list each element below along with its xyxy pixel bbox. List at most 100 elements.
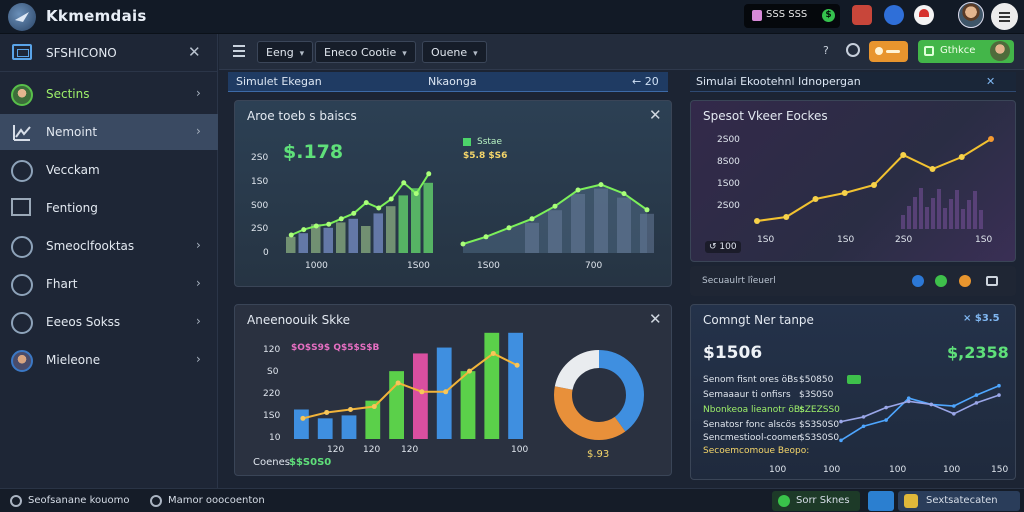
sidebar-item-7[interactable]: Eeeos Sokss ›: [0, 304, 218, 340]
close-icon[interactable]: ✕: [986, 75, 996, 88]
x-tick: 1S00: [477, 261, 500, 271]
x-tick: 120: [327, 445, 345, 455]
app-logo-icon[interactable]: [8, 3, 36, 31]
legend-text: $O$S9$ Q$5$S$B: [291, 343, 380, 353]
chart-bar: [931, 198, 935, 229]
chart-point: [906, 399, 911, 404]
chevron-down-icon: ▾: [299, 49, 305, 59]
status-green-button[interactable]: Sorr Sknes: [772, 491, 860, 511]
sidebar-item-5[interactable]: Smeoclfooktas ›: [0, 228, 218, 264]
wallet-icon: [752, 10, 762, 21]
chart-bar: [373, 213, 383, 253]
chart-point: [460, 241, 466, 247]
chart-bar: [979, 210, 983, 229]
balance-pill[interactable]: SSS SSS $: [744, 4, 840, 28]
chart-point: [861, 415, 866, 419]
chart-bar: [525, 222, 539, 253]
sidebar-item-4[interactable]: Fentiong: [0, 190, 218, 226]
row-label: Nbonkeoa lieanotr öBs: [703, 405, 805, 415]
chart-point: [997, 393, 1001, 397]
bar-line-chart-2: [294, 332, 523, 439]
sidebar-item-8[interactable]: Mieleone ›: [0, 342, 218, 378]
sidebar-item-3[interactable]: Vecckam: [0, 152, 218, 188]
stack-icon[interactable]: [233, 45, 245, 57]
square-icon: [11, 198, 31, 216]
big-green-value: $,2358: [947, 343, 1009, 362]
green-action-button[interactable]: Gthkce: [918, 40, 1014, 63]
help-icon[interactable]: ?: [823, 44, 829, 57]
share-icon[interactable]: [868, 491, 894, 511]
chevron-down-icon: ▾: [402, 49, 407, 59]
chevron-right-icon: ›: [196, 238, 201, 252]
sidebar-item-1[interactable]: Sectins ›: [0, 76, 218, 112]
row-value: $S3S0S0: [799, 420, 840, 430]
toolbar-button-3[interactable]: Ouene ▾: [422, 41, 487, 63]
chart-bar: [323, 227, 333, 253]
notification-icon[interactable]: [852, 5, 872, 25]
close-icon[interactable]: ✕: [649, 310, 662, 328]
close-icon[interactable]: ✕: [188, 43, 201, 61]
orange-dot-icon[interactable]: [959, 275, 971, 287]
toolbar: Eeng ▾ Eneco Cootie ▾ Ouene ▾ ? Gthkce: [219, 34, 1024, 70]
chart-point: [598, 182, 604, 188]
orange-action-button[interactable]: [869, 41, 908, 62]
gear-icon[interactable]: [846, 43, 860, 57]
avatar-icon: [990, 41, 1010, 61]
chart-point: [839, 419, 843, 424]
blue-dot-icon[interactable]: [912, 275, 924, 287]
info-icon: [150, 495, 162, 507]
cloud-icon: [11, 236, 33, 258]
y-tick: 1S0: [263, 411, 281, 421]
panel-title: Comngt Ner tanpe: [703, 313, 814, 327]
strip-title: Simulet Ekegan: [236, 75, 322, 88]
chart-point: [376, 205, 382, 211]
x-tick: 100: [943, 465, 961, 475]
chart-point: [988, 136, 994, 142]
user-avatar[interactable]: [958, 2, 984, 28]
chart-line-icon: [11, 122, 33, 144]
green-dot-icon[interactable]: [935, 275, 947, 287]
chart-bar: [925, 207, 929, 229]
x-tick: 1S00: [407, 261, 430, 271]
button-label-2: Cootie: [360, 46, 397, 59]
close-icon[interactable]: ✕: [649, 106, 662, 124]
chart-point: [395, 380, 401, 386]
y-tick: 2S0: [251, 224, 269, 234]
strip-right-label[interactable]: ← 20: [632, 75, 659, 88]
chart-point: [952, 412, 956, 416]
refresh-badge[interactable]: ↺ 100: [705, 241, 741, 253]
chart-bar: [317, 418, 333, 439]
window-icon[interactable]: [986, 276, 998, 286]
window-icon: [924, 46, 934, 56]
chart-point: [900, 152, 907, 158]
status-right-button[interactable]: Sextsatecaten: [898, 491, 1020, 511]
sidebar-item-2[interactable]: Nemoint ›: [0, 114, 218, 150]
blue-circle-icon[interactable]: [884, 5, 904, 25]
toolbar-button-2[interactable]: Eneco Cootie ▾: [315, 41, 416, 63]
top-bar: Kkmemdais SSS SSS $: [0, 0, 1024, 34]
menu-icon[interactable]: [991, 3, 1018, 30]
chevron-right-icon: ›: [196, 314, 201, 328]
chart-bar: [949, 199, 953, 229]
globe-icon: [11, 274, 33, 296]
status-green-label: Sorr Sknes: [796, 495, 850, 506]
y-tick: 1S0: [251, 177, 269, 187]
green-dot-icon: [778, 495, 790, 507]
legend-swatch: [463, 138, 471, 146]
chart-bar: [594, 188, 608, 253]
chart-point: [419, 389, 425, 395]
button-label: Eeng: [266, 46, 294, 59]
chart-point: [288, 232, 294, 238]
chart-point: [958, 154, 965, 160]
strip-mid-label: Nkaonga: [428, 75, 477, 88]
window-icon: [12, 44, 32, 60]
chart-point: [575, 187, 581, 193]
status-icon: [10, 495, 22, 507]
close-badge[interactable]: × $3.5: [963, 313, 1000, 324]
sidebar-item-6[interactable]: Fhart ›: [0, 266, 218, 302]
mushroom-icon[interactable]: [914, 5, 934, 25]
folder-icon: [904, 494, 918, 508]
toolbar-button-1[interactable]: Eeng ▾: [257, 41, 314, 63]
chart-bar: [913, 197, 917, 229]
bar-line-chart: [286, 171, 654, 253]
